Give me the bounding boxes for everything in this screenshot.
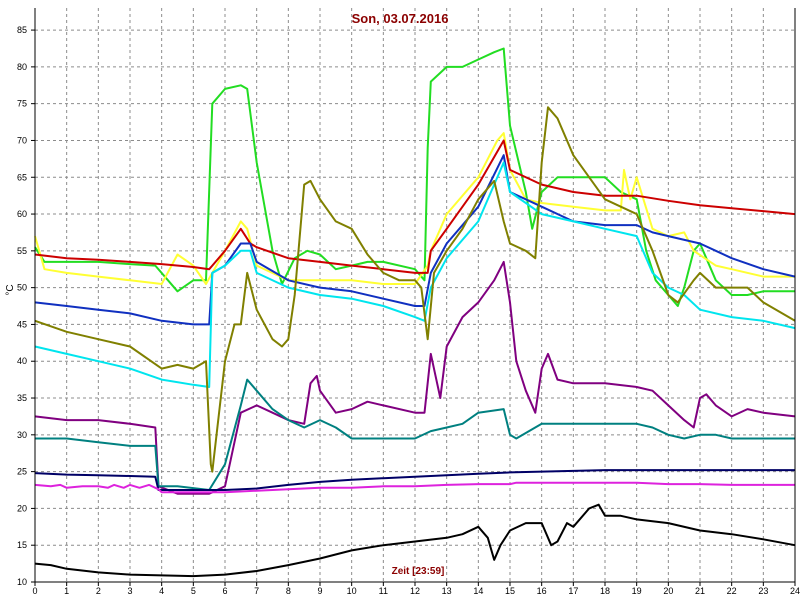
x-tick-label: 20 xyxy=(663,586,673,596)
series-line-3 xyxy=(34,139,796,274)
y-tick-label: 35 xyxy=(17,393,27,403)
series-line-9 xyxy=(34,469,795,491)
series-line-8 xyxy=(35,378,795,491)
y-axis-label: °C xyxy=(5,284,16,295)
x-tick-label: 6 xyxy=(222,586,227,596)
x-axis-label: Zeit [23:59] xyxy=(392,566,445,577)
x-tick-label: 5 xyxy=(191,586,196,596)
x-tick-label: 23 xyxy=(758,586,768,596)
x-tick-label: 4 xyxy=(159,586,164,596)
series-line-5 xyxy=(34,161,796,388)
y-tick-label: 80 xyxy=(17,62,27,72)
x-tick-label: 22 xyxy=(727,586,737,596)
x-tick-label: 21 xyxy=(695,586,705,596)
y-tick-label: 55 xyxy=(17,246,27,256)
y-tick-label: 60 xyxy=(17,209,27,219)
series-lines xyxy=(34,47,796,578)
series-line-7 xyxy=(34,260,796,495)
x-tick-label: 15 xyxy=(505,586,515,596)
x-tick-label: 0 xyxy=(32,586,37,596)
x-tick-label: 9 xyxy=(317,586,322,596)
x-tick-label: 14 xyxy=(473,586,483,596)
y-tick-label: 15 xyxy=(17,540,27,550)
y-tick-labels: 10 15 20 25 30 35 40 45 50 55 60 65 70 75 80 85 xyxy=(17,25,27,587)
x-tick-label: 8 xyxy=(286,586,291,596)
y-tick-label: 65 xyxy=(17,172,27,182)
series-line-10 xyxy=(34,481,795,494)
x-tick-label: 24 xyxy=(790,586,800,596)
y-tick-label: 70 xyxy=(17,135,27,145)
series-line-6 xyxy=(34,106,796,473)
x-tick-label: 10 xyxy=(347,586,357,596)
x-tick-labels: 0 1 2 3 4 5 6 7 8 9 10 11 12 13 14 15 16 17 18 19 20 21 22 23 24 xyxy=(32,586,800,596)
y-tick-label: 25 xyxy=(17,467,27,477)
y-tick-label: 85 xyxy=(17,25,27,35)
series-line-11 xyxy=(34,503,796,578)
chart-title: Son, 03.07.2016 xyxy=(352,11,449,26)
y-tick-label: 10 xyxy=(17,577,27,587)
x-tick-label: 7 xyxy=(254,586,259,596)
y-tick-label: 45 xyxy=(17,319,27,329)
series-line-2 xyxy=(34,132,795,285)
x-tick-label: 1 xyxy=(64,586,69,596)
y-tick-label: 50 xyxy=(17,283,27,293)
gridlines xyxy=(35,8,795,582)
x-tick-label: 11 xyxy=(379,586,388,596)
y-tick-label: 30 xyxy=(17,430,27,440)
x-tick-label: 12 xyxy=(410,586,420,596)
y-tick-label: 20 xyxy=(17,503,27,513)
x-tick-label: 17 xyxy=(568,586,578,596)
x-tick-label: 3 xyxy=(127,586,132,596)
x-tick-label: 13 xyxy=(442,586,452,596)
x-tick-label: 18 xyxy=(600,586,610,596)
axes xyxy=(31,8,796,586)
series-line-4 xyxy=(34,154,796,326)
x-tick-label: 16 xyxy=(537,586,547,596)
x-tick-label: 19 xyxy=(632,586,642,596)
y-tick-label: 40 xyxy=(17,356,27,366)
y-tick-label: 75 xyxy=(17,99,27,109)
x-tick-label: 2 xyxy=(96,586,101,596)
